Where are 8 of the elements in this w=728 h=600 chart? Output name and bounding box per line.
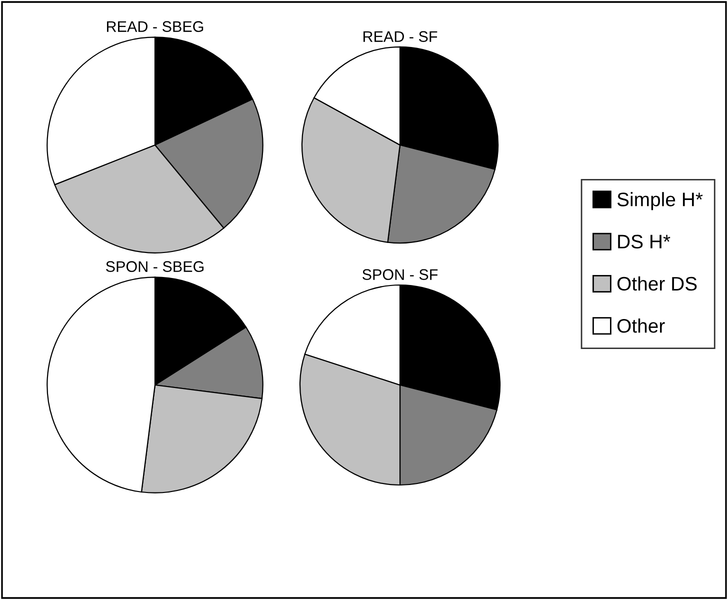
legend-label: Simple H*	[617, 192, 703, 210]
legend-label: Other	[617, 318, 665, 333]
chart-title: SPON - SF	[362, 269, 438, 280]
chart-title: SPON - SBEG	[106, 261, 204, 272]
chart-title: READ - SF	[363, 31, 438, 42]
chart-title: READ - SBEG	[107, 21, 204, 32]
legend-label: DS H*	[618, 234, 670, 248]
legend-label: Other DS	[617, 276, 697, 291]
